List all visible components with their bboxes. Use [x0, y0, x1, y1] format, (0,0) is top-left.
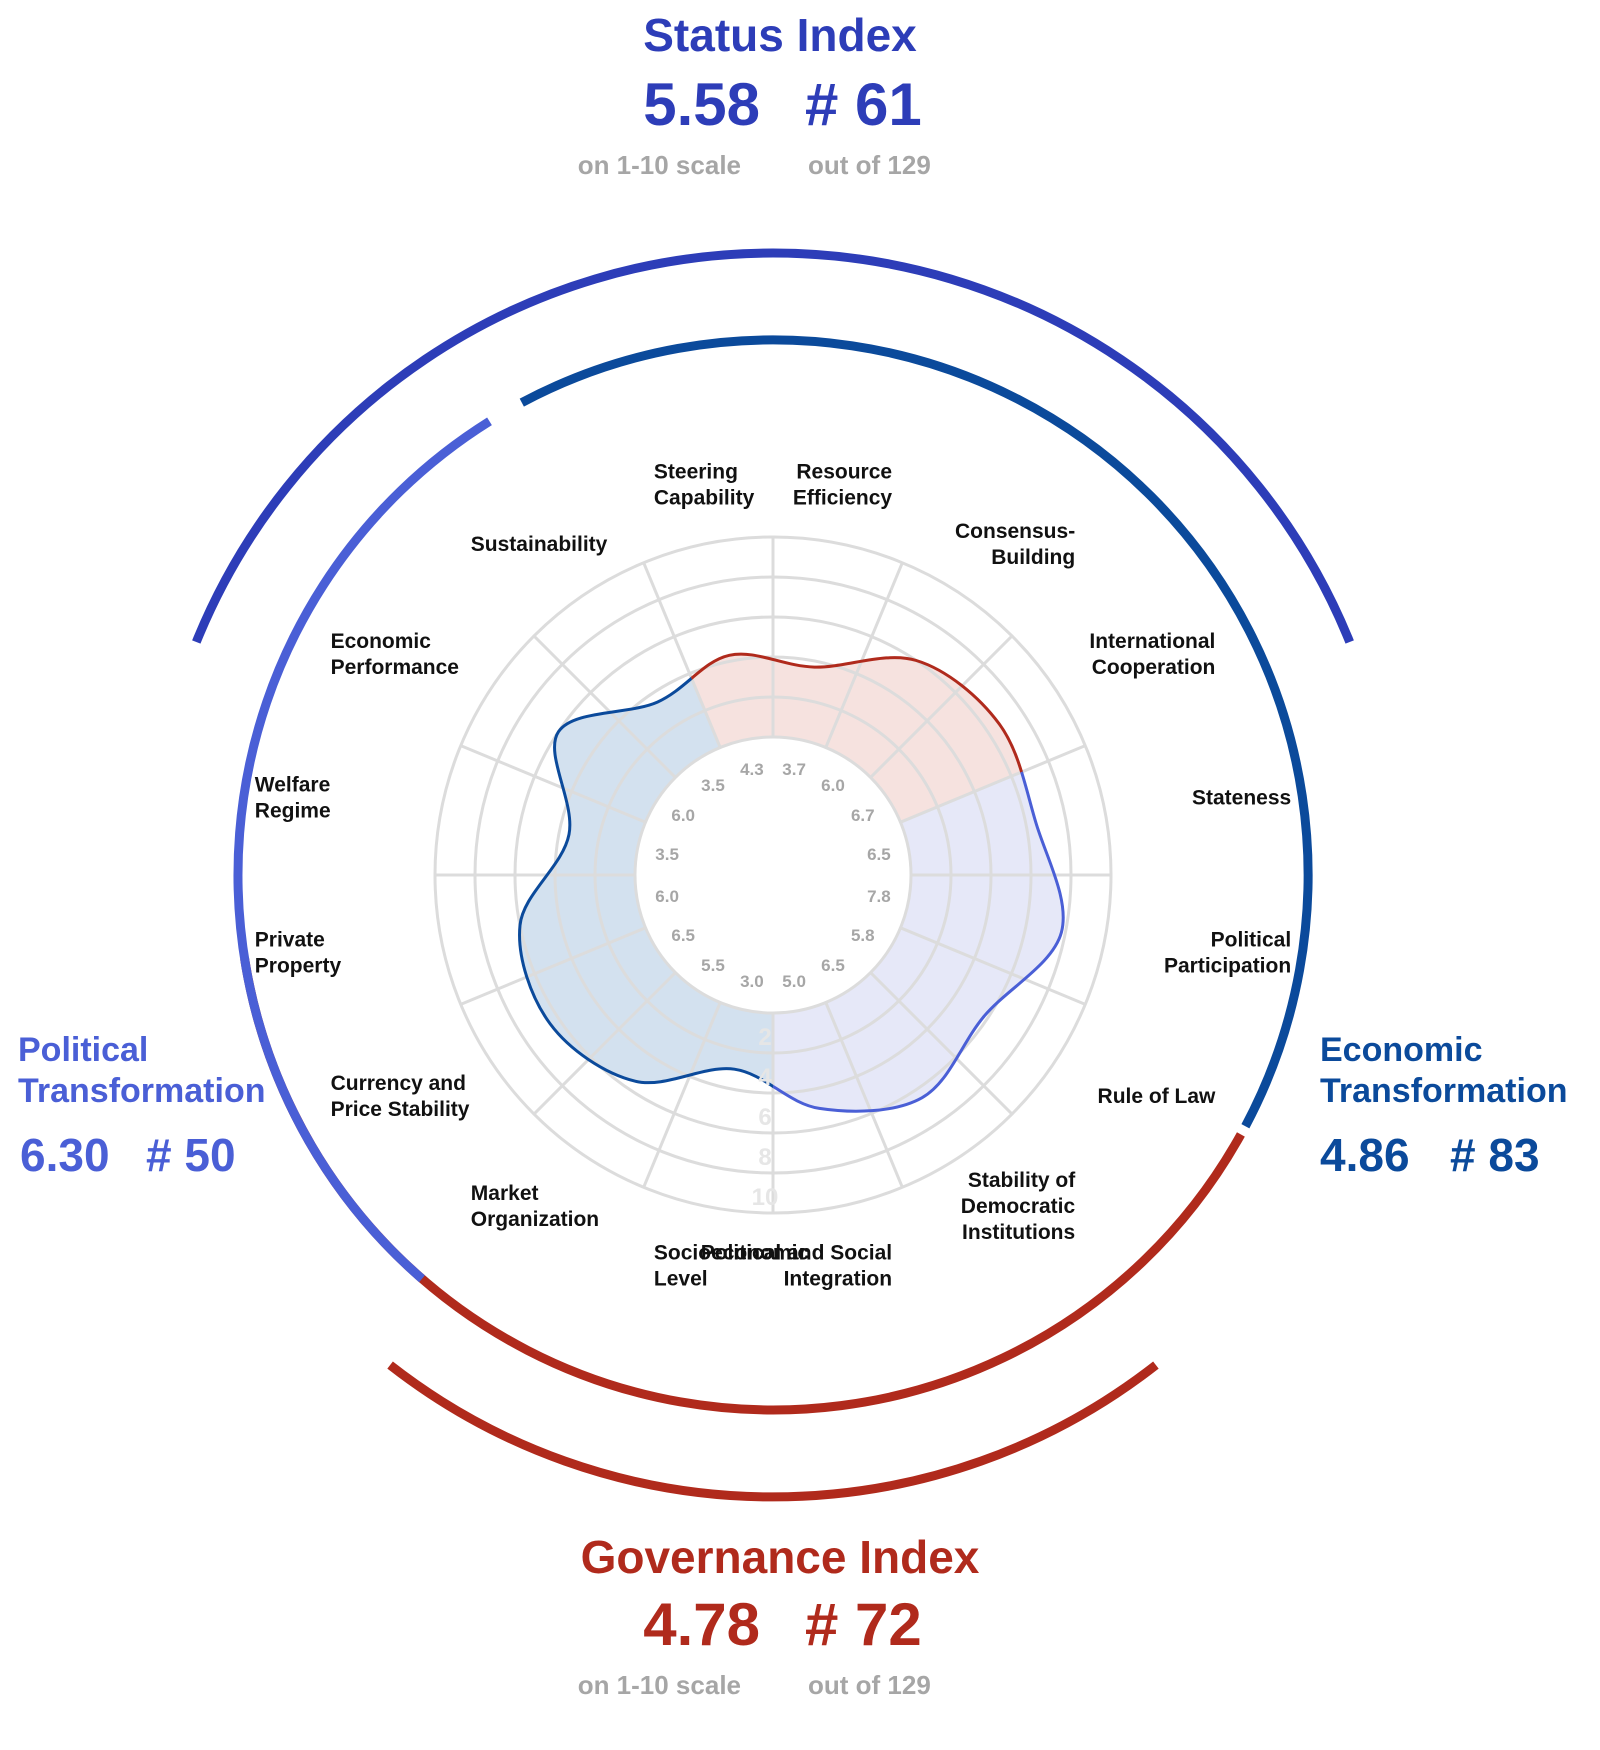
category-label: Political and Social: [701, 1241, 892, 1264]
grid-spoke: [869, 971, 1014, 1116]
grid-spoke: [460, 926, 647, 1006]
grid-spoke: [532, 971, 677, 1116]
grid-spoke: [460, 744, 647, 824]
grid-spoke: [824, 1001, 904, 1188]
value-label: 3.5: [655, 845, 679, 864]
grid-spoke: [642, 562, 722, 749]
value-label: 6.0: [655, 887, 679, 906]
inner-disc: [635, 737, 911, 1013]
political-transformation-title-line2: Transformation: [18, 1072, 266, 1110]
grid-spoke: [899, 926, 1086, 1006]
status-index-arc: [192, 248, 1354, 644]
status-index-title: Status Index: [643, 9, 917, 61]
category-label: Performance: [331, 656, 459, 679]
category-label: Consensus-: [955, 520, 1075, 543]
grid-spoke: [899, 744, 1086, 824]
ring-label: 8: [758, 1144, 771, 1171]
category-label: Economic: [331, 630, 432, 653]
category-label: Sustainability: [471, 533, 608, 556]
value-label: 6.0: [821, 776, 845, 795]
governance-score-line: [518, 652, 1065, 876]
political-transformation-arc: [233, 417, 492, 1283]
category-label: Stateness: [1192, 786, 1291, 809]
governance-index-arc: [387, 1361, 1159, 1502]
category-label: Organization: [471, 1208, 599, 1231]
value-label: 6.0: [671, 806, 695, 825]
value-label: 5.8: [851, 926, 875, 945]
category-label: Property: [255, 955, 342, 978]
governance-index-rank-note: out of 129: [808, 1670, 931, 1700]
status-index-score: 5.58: [643, 71, 760, 138]
status-index-score-note: on 1-10 scale: [577, 150, 741, 180]
economic-transformation-score: 4.86: [1320, 1129, 1410, 1181]
value-label: 3.7: [782, 760, 806, 779]
category-label: Socioeconomic: [654, 1241, 810, 1264]
category-label: Capability: [654, 487, 755, 510]
economic-transformation-title-line2: Transformation: [1320, 1072, 1568, 1110]
value-label: 4.3: [740, 760, 764, 779]
governance-index-score: 4.78: [643, 1591, 760, 1658]
category-label: Steering: [654, 461, 738, 484]
grid-spoke: [532, 634, 677, 779]
category-label: Democratic: [961, 1195, 1076, 1218]
ring-label: 4: [758, 1064, 772, 1091]
status-index-rank-note: out of 129: [808, 150, 931, 180]
category-label: Resource: [796, 461, 892, 484]
economic-transformation-rank: # 83: [1450, 1129, 1540, 1181]
category-label: Participation: [1164, 955, 1291, 978]
category-label: International: [1089, 630, 1215, 653]
economic-score-line: [518, 652, 774, 1113]
grid-spoke: [642, 1001, 722, 1188]
value-label: 7.8: [867, 887, 891, 906]
political-transformation-rank: # 50: [146, 1129, 236, 1181]
category-label: Cooperation: [1092, 656, 1216, 679]
status-index-rank: # 61: [805, 71, 922, 138]
economic-transformation-arc: [519, 335, 1313, 1129]
governance-index-title: Governance Index: [580, 1531, 980, 1583]
political-transformation-title: Political Transformation: [18, 1030, 318, 1112]
category-label: Private: [255, 929, 325, 952]
category-label: Integration: [784, 1267, 893, 1290]
political-transformation-score: 6.30: [20, 1129, 110, 1181]
value-label: 5.5: [701, 956, 725, 975]
ring-label: 10: [752, 1184, 779, 1211]
category-label: Efficiency: [793, 487, 893, 510]
category-label: Price Stability: [331, 1098, 470, 1121]
economic-score-area: [519, 654, 774, 1112]
ring-label: 6: [758, 1104, 771, 1131]
grid-spoke: [824, 562, 904, 749]
category-label: Regime: [255, 799, 331, 822]
value-label: 3.5: [701, 776, 725, 795]
value-label: 6.5: [867, 845, 891, 864]
category-label: Rule of Law: [1098, 1085, 1217, 1108]
political-transformation-title-line1: Political: [18, 1031, 149, 1069]
value-label: 6.5: [671, 926, 695, 945]
category-label: Political: [1211, 929, 1292, 952]
value-label: 5.0: [782, 972, 806, 991]
value-label: 6.7: [851, 806, 875, 825]
category-label: Market: [471, 1182, 539, 1205]
category-label: Welfare: [255, 773, 330, 796]
economic-transformation-title-line1: Economic: [1320, 1031, 1483, 1069]
category-label: Building: [991, 546, 1075, 569]
governance-index-rank: # 72: [805, 1591, 922, 1658]
category-label: Level: [654, 1267, 708, 1290]
value-label: 3.0: [740, 972, 764, 991]
ring-label: 2: [758, 1024, 771, 1051]
grid-spoke: [869, 634, 1014, 779]
economic-transformation-title: Economic Transformation: [1320, 1030, 1600, 1112]
category-label: Currency and: [331, 1072, 466, 1095]
value-label: 6.5: [821, 956, 845, 975]
governance-index-score-note: on 1-10 scale: [577, 1670, 741, 1700]
category-label: Institutions: [962, 1221, 1075, 1244]
category-label: Stability of: [968, 1169, 1076, 1192]
